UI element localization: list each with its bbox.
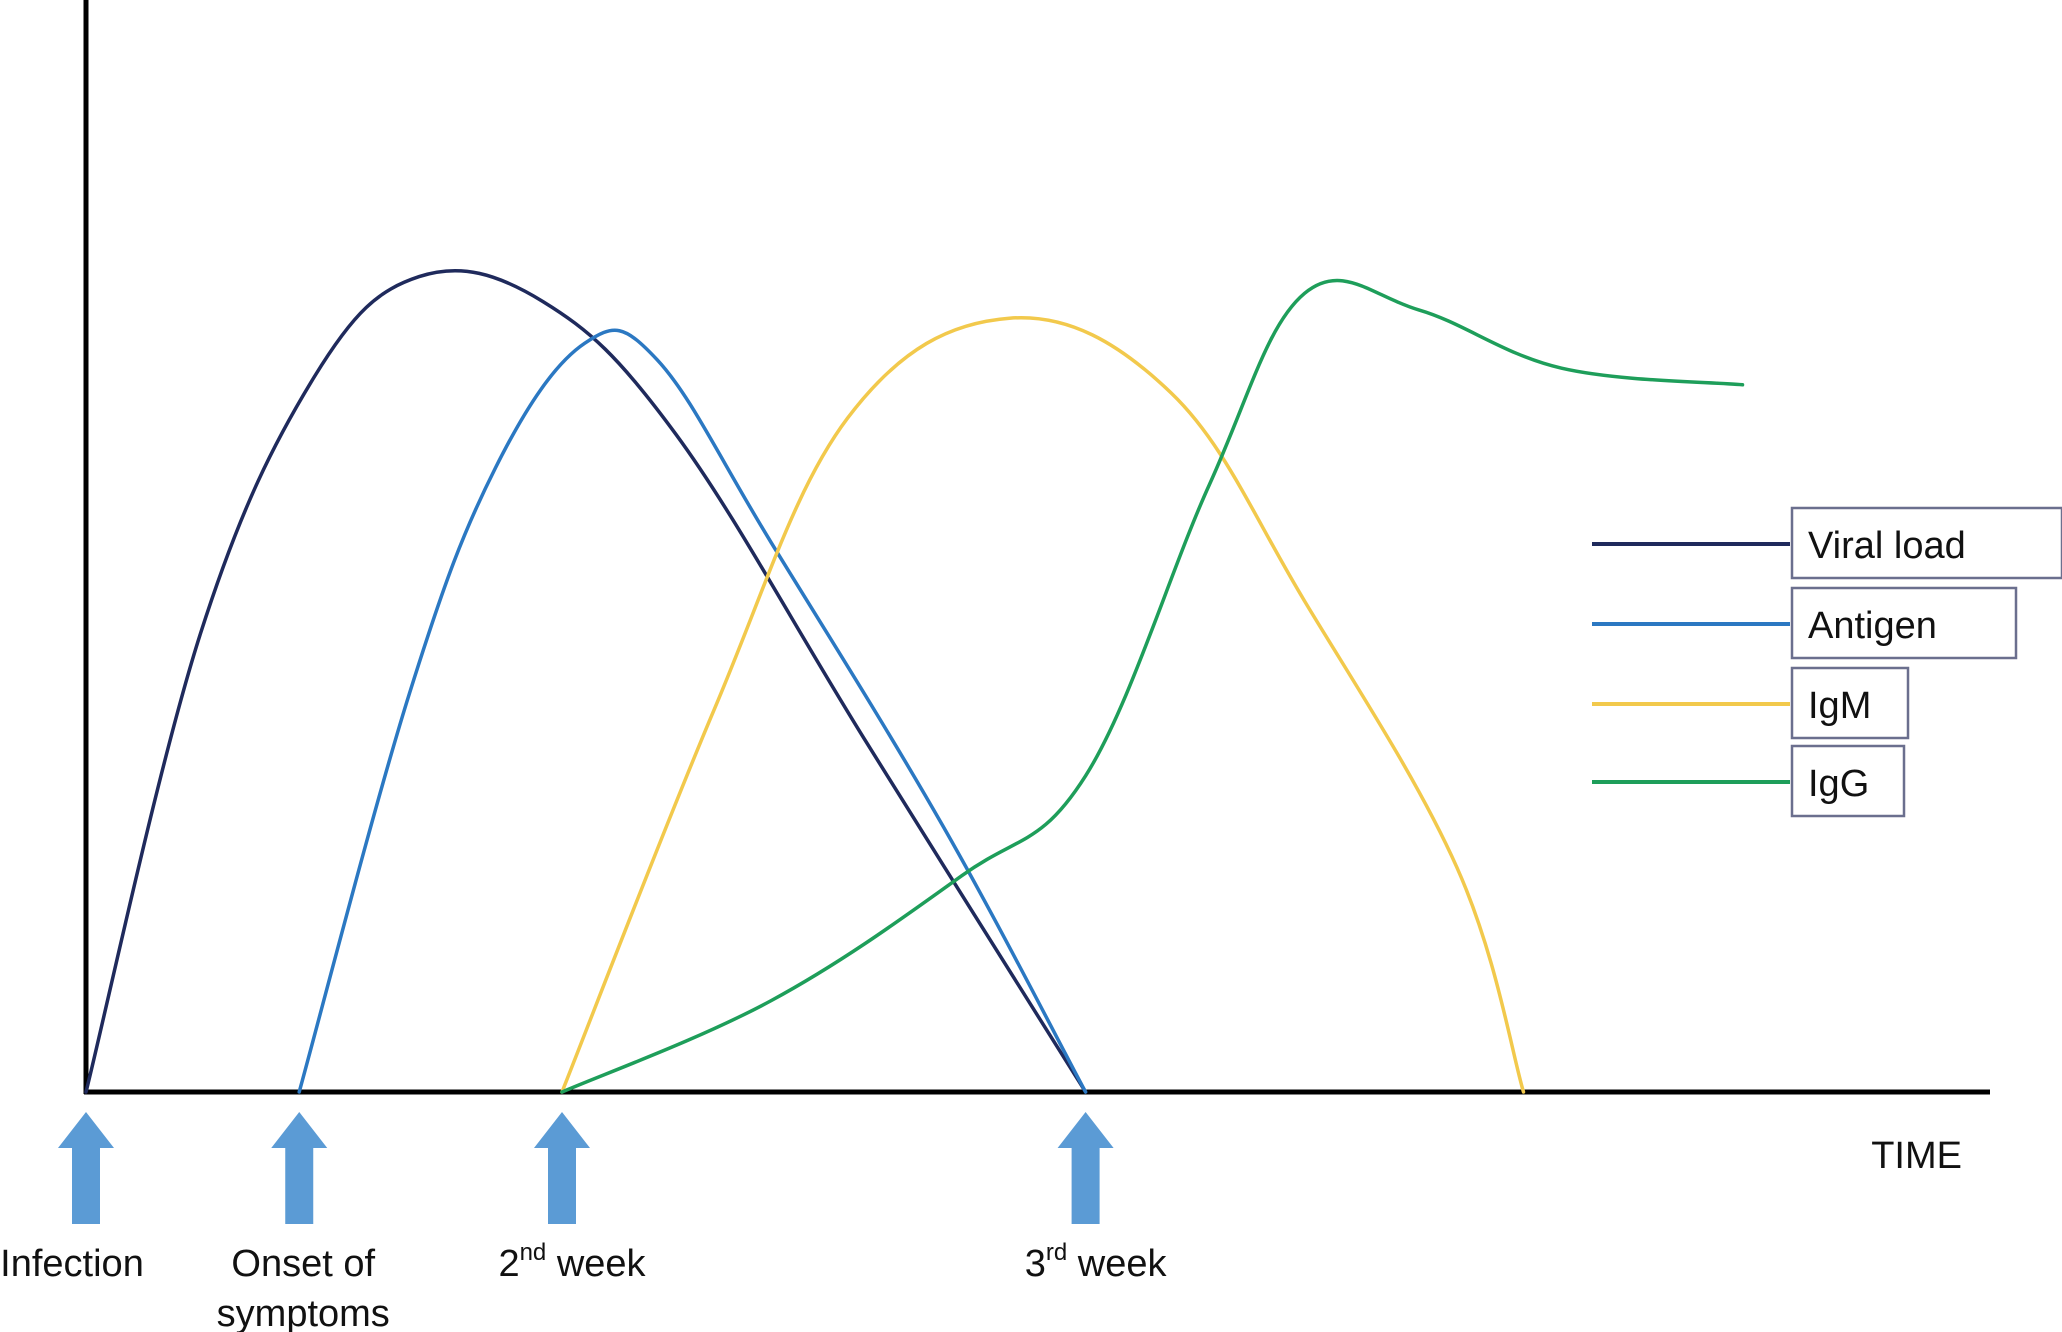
timepoint-label: Onset of [231,1243,375,1285]
timepoint-label: Infection [0,1243,144,1285]
up-arrow-icon [271,1112,328,1224]
legend-label-box [1790,586,2018,660]
legend-item-igm: IgM [1592,666,1910,740]
series-line-viral-load [84,269,1088,1094]
timepoint-markers: Infection Onset of symptoms 2nd week 3rd wee… [0,1112,1167,1332]
timepoint-marker-3: 2nd week [498,1112,647,1285]
legend-label: IgG [1808,763,1869,805]
legend-item-antigen: Antigen [1592,586,2018,660]
up-arrow-icon [534,1112,590,1224]
timepoint-marker-2: Onset of symptoms [217,1112,390,1332]
legend-item-igg: IgG [1592,744,1906,818]
series-line-igm [560,315,1526,1094]
legend-label-box [1790,744,1906,818]
legend-label-box [1790,666,1910,740]
legend-label-box [1790,506,2062,580]
legend-label: Viral load [1808,525,1966,567]
x-axis-label: TIME [1871,1135,1962,1177]
series-layer [84,269,1745,1094]
series-line-igg [560,278,1745,1094]
series-line-antigen [297,328,1088,1094]
timepoint-label: 2nd week [498,1239,646,1285]
up-arrow-icon [58,1112,114,1224]
timepoint-marker-1: Infection [0,1112,144,1285]
legend-label: Antigen [1808,605,1937,647]
axes-layer: TIME [83,0,1990,1177]
timepoint-label: symptoms [217,1293,390,1332]
timepoint-marker-4: 3rd week [1025,1112,1168,1285]
up-arrow-icon [1057,1112,1114,1224]
timepoint-label: 3rd week [1025,1239,1168,1285]
legend: Viral load Antigen IgM IgG [1592,506,2062,818]
legend-label: IgM [1808,685,1871,727]
legend-item-viral-load: Viral load [1592,506,2062,580]
